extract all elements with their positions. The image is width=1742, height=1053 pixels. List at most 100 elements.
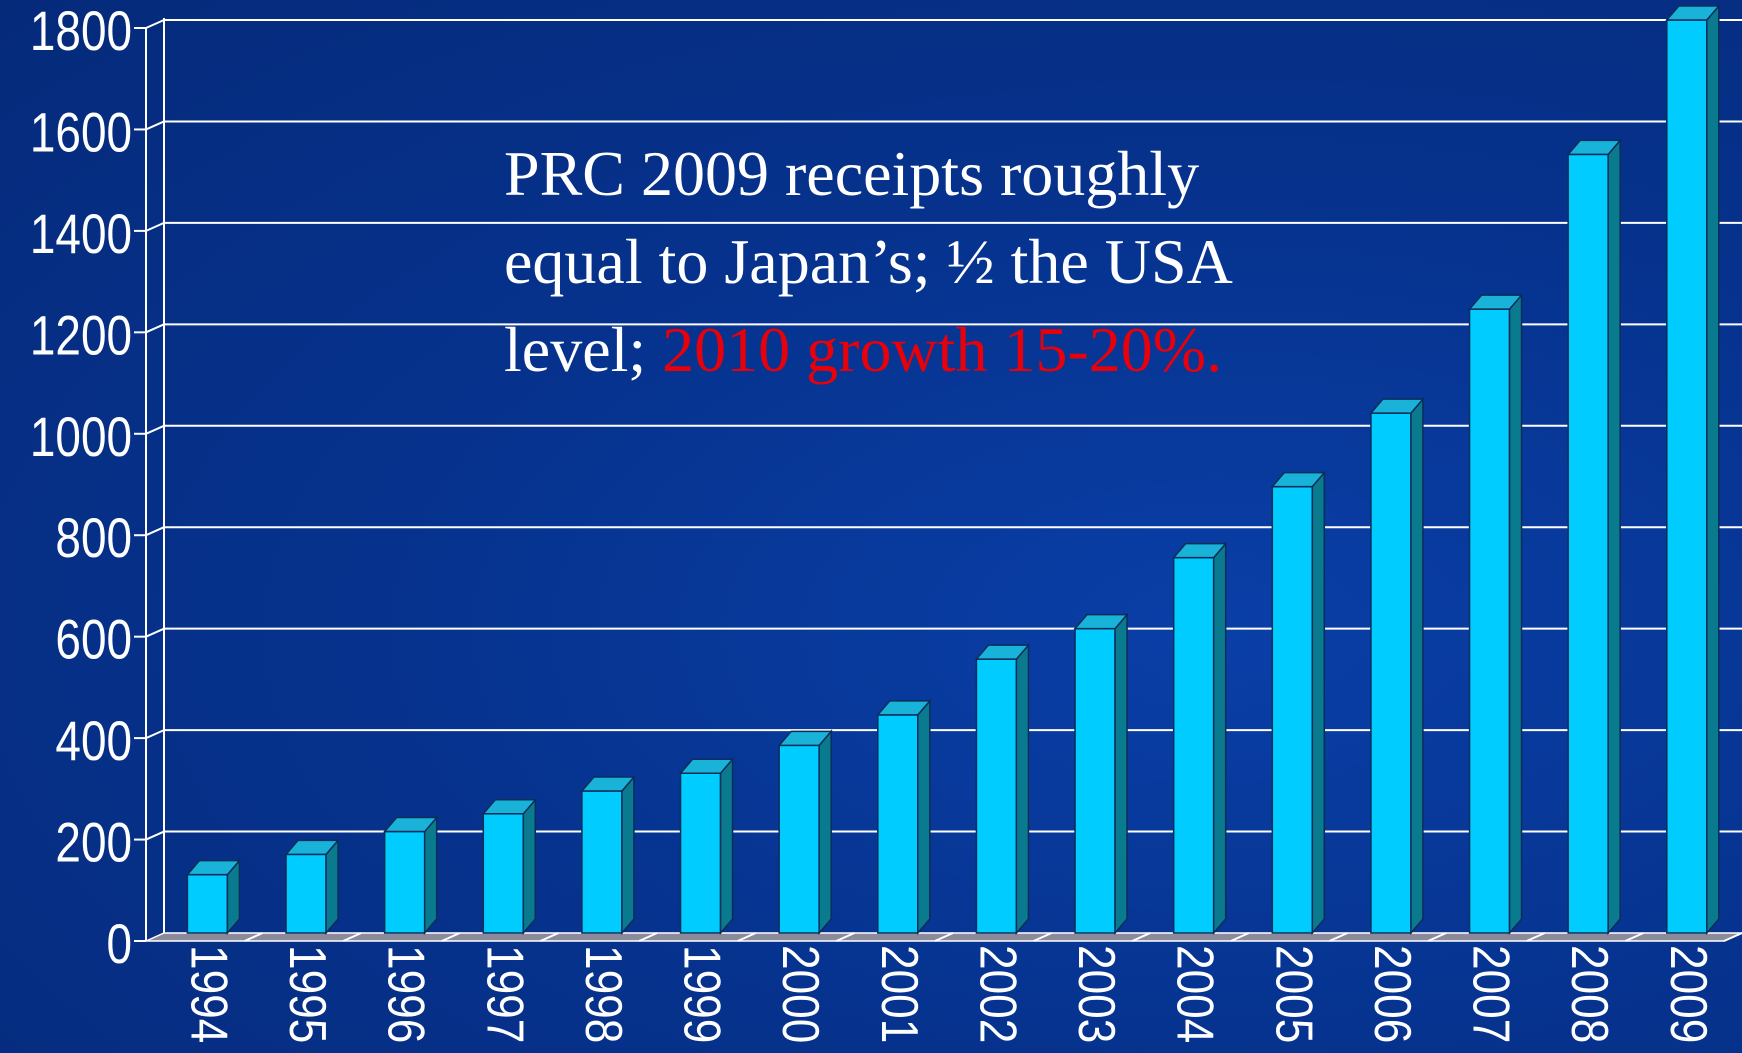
gridlines [145,19,1742,841]
bar-front [186,873,229,934]
bar [1369,397,1425,936]
x-tick-mark [342,932,362,942]
annotation-growth-highlight: 2010 growth 15-20%. [662,314,1223,385]
x-tick-mark [441,932,461,942]
bar-front [1370,412,1412,934]
axes [134,18,1742,942]
bar-front [1271,485,1314,934]
x-tick-mark [934,932,954,942]
bar-side [522,797,537,936]
bar-side [1706,3,1720,936]
x-tick-mark [1329,932,1348,942]
x-tick-label: 1996 [377,945,435,1043]
x-tick-mark [1723,932,1742,942]
annotation-line-1: PRC 2009 receipts roughly [504,138,1200,209]
x-tick-mark [1131,932,1151,942]
x-tick-label: 1999 [673,945,731,1043]
bar-front [1666,19,1708,934]
y-tick-label: 800 [55,507,132,569]
bar [974,643,1031,936]
bar-top [777,730,833,747]
annotation-line-3-prefix: level; [504,314,663,385]
bar [1566,138,1622,936]
x-tick-label: 1998 [574,945,632,1043]
bar-front [1567,153,1609,934]
bar [481,797,537,936]
bar-side [1508,293,1523,936]
x-tick-label: 1994 [180,945,238,1043]
bar [383,815,439,936]
bar-front [482,813,525,934]
x-tick-mark [1427,932,1447,942]
bar [580,774,636,936]
bar-side [917,698,931,936]
gridline-corner [145,221,165,232]
bar-top [1073,613,1129,630]
x-tick-mark [540,932,559,942]
bar-side [1114,612,1128,936]
bar-side [719,757,734,936]
x-tick-label: 2006 [1363,945,1421,1043]
annotation-line-3: level; 2010 growth 15-20%. [504,306,1404,394]
bar-front [778,744,820,934]
gridline-corner [145,424,165,435]
bar-top [383,816,439,833]
bar-top [1172,542,1228,559]
y-tick-labels: 0 200 400 600 800 1000 1200 1400 1600 1800 [30,0,132,975]
bar-top [580,776,636,792]
bar-side [1607,138,1621,936]
bar-front [285,853,327,934]
bar-side [1015,643,1030,936]
bar-front [877,714,919,934]
bar-side [621,774,635,936]
bar-top [876,700,932,716]
bar-top [1270,471,1326,488]
x-tick-label: 2003 [1067,945,1125,1043]
x-tick-label: 2007 [1462,945,1520,1043]
x-tick-mark [835,932,855,942]
gridline-corner [145,323,165,334]
bar [185,858,242,936]
bar [1665,3,1721,936]
bar-side [1311,470,1326,936]
bar-front [975,658,1018,934]
x-tick-label: 1995 [278,945,336,1043]
bar-top [185,859,242,876]
x-tick-mark [1230,932,1250,942]
gridline-corner [145,19,165,29]
x-tick-label: 2005 [1264,945,1322,1043]
bar [1270,470,1326,936]
gridline-corner [145,729,165,740]
y-tick-label: 1400 [30,203,132,265]
bar-top [284,839,340,856]
bar [876,698,932,936]
x-tick-labels: 1994 1995 1996 1997 1998 1999 2000 2001 2002 2003… [180,945,1718,1043]
x-tick-label: 2004 [1166,945,1224,1043]
bars [185,3,1721,936]
bar-front [383,830,426,934]
y-tick-label: 1800 [30,0,132,62]
bar-top [678,758,735,774]
bar-side [1212,541,1227,936]
x-tick-mark [1033,932,1053,942]
bar [678,757,735,936]
bar-top [974,644,1031,660]
bar-front [679,772,722,934]
gridline-corner [145,627,165,638]
x-tick-label: 2000 [771,945,829,1043]
bar-side [818,729,832,936]
y-tick-label: 200 [55,811,132,873]
y-tick-label: 0 [106,913,132,975]
gridline-corner [145,830,165,841]
bar-side [423,815,438,936]
chart-annotation: PRC 2009 receipts roughly equal to Japan… [504,130,1404,394]
y-tick-label: 400 [55,710,132,772]
x-tick-label: 2002 [969,945,1027,1043]
bar [1172,541,1228,936]
x-tick-label: 2001 [870,945,928,1043]
x-tick-label: 2009 [1659,945,1717,1043]
bar [284,838,340,936]
x-tick-mark [737,932,757,942]
bar-side [1410,397,1424,936]
